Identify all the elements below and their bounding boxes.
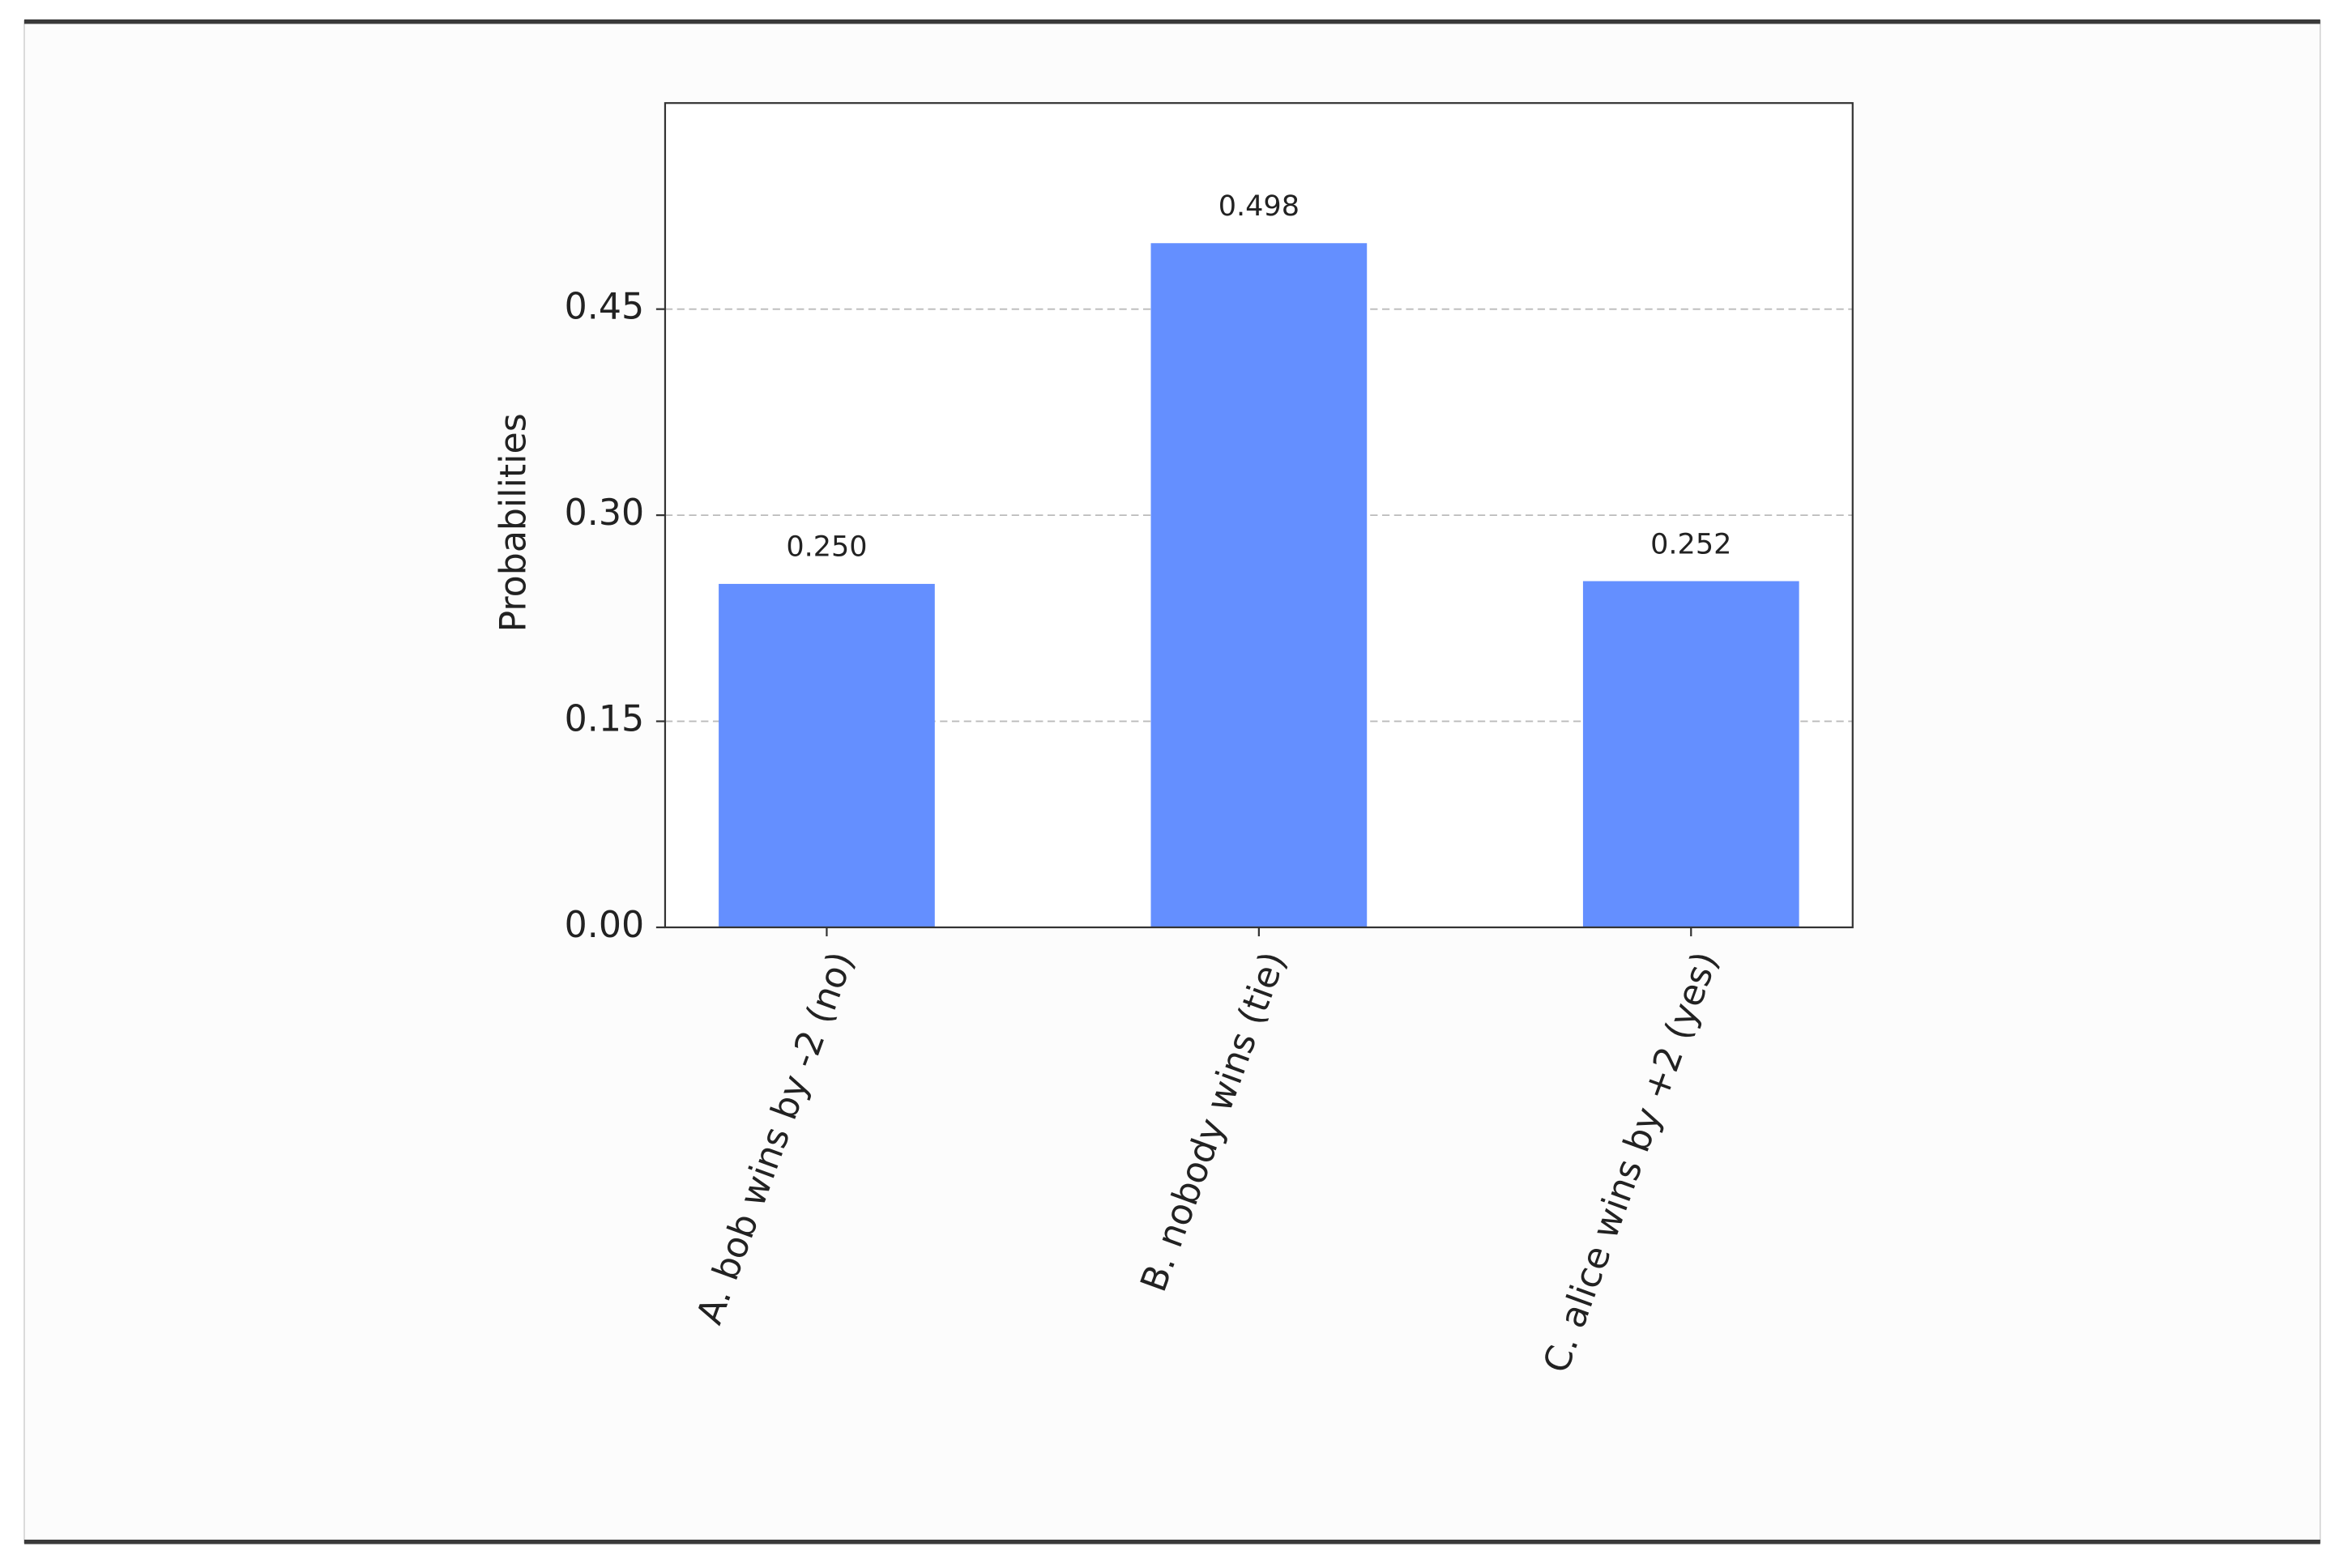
y-tick-label: 0.15 [565, 699, 645, 740]
y-tick-label: 0.30 [565, 492, 645, 534]
value-label: 0.498 [1218, 190, 1300, 223]
value-label: 0.252 [1650, 527, 1731, 560]
bar [1582, 581, 1799, 928]
y-tick-label: 0.45 [565, 287, 645, 328]
y-axis-label: Probabilities [493, 413, 535, 632]
bar [719, 583, 935, 928]
bar [1150, 243, 1368, 928]
bars [719, 243, 1799, 928]
y-tick-label: 0.00 [565, 905, 645, 946]
value-label: 0.250 [786, 530, 867, 564]
